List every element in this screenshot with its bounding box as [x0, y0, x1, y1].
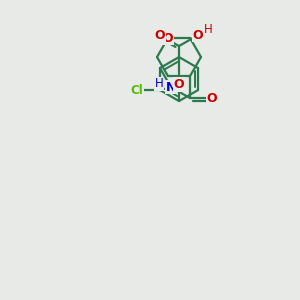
Text: O: O	[163, 32, 173, 44]
Text: O: O	[154, 28, 165, 42]
Text: H: H	[204, 22, 213, 35]
Text: O: O	[193, 28, 203, 42]
Text: O: O	[174, 78, 184, 91]
Text: O: O	[207, 92, 217, 105]
Text: N: N	[166, 81, 176, 94]
Text: H: H	[155, 77, 164, 91]
Text: Cl: Cl	[131, 84, 144, 97]
